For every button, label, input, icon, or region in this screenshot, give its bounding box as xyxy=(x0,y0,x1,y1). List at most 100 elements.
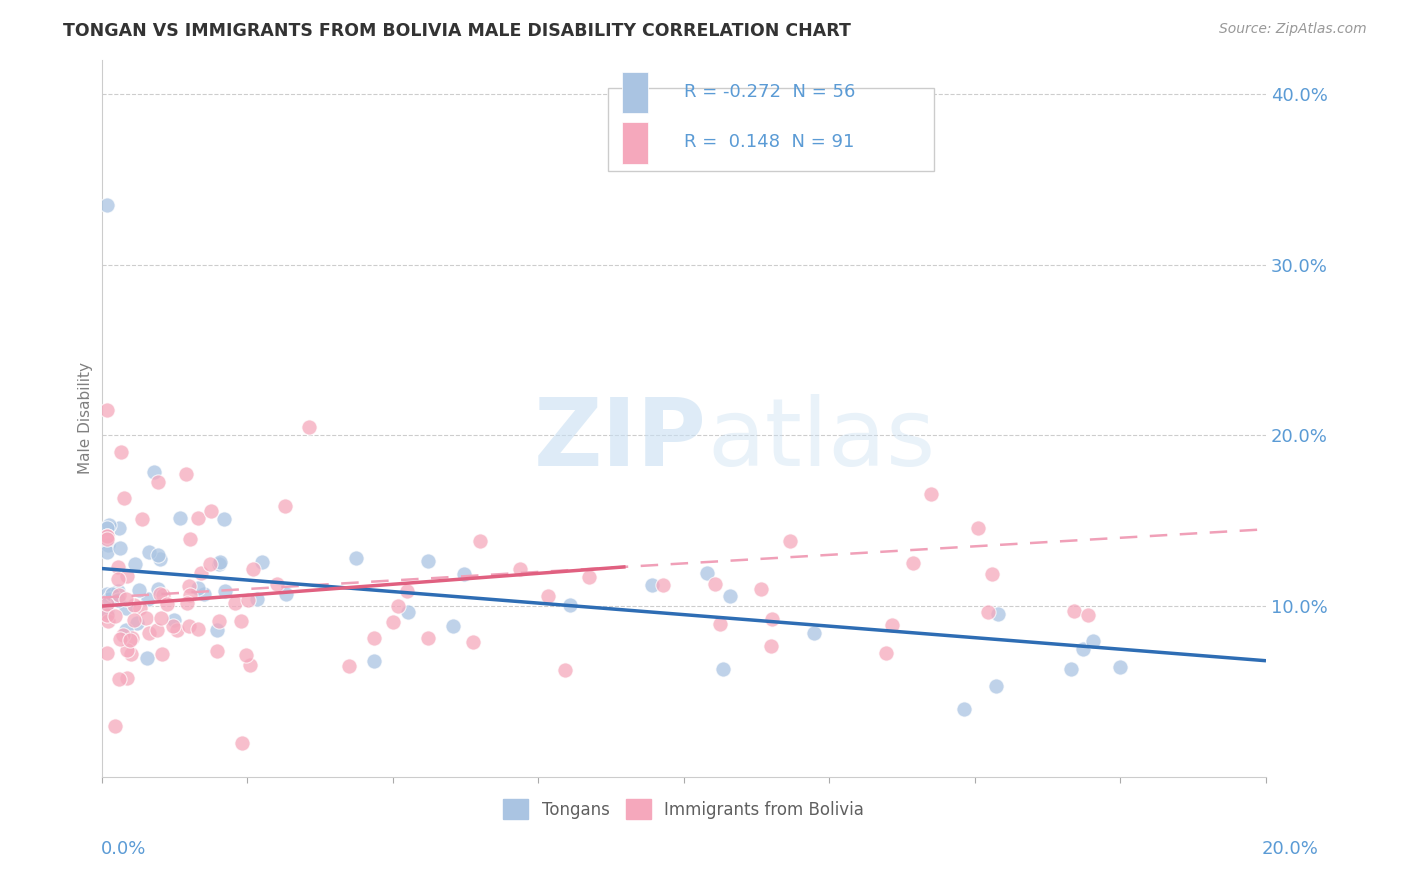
Point xyxy=(536,589,558,603)
Point xyxy=(205,644,228,658)
Point xyxy=(96,587,118,601)
Point xyxy=(1081,633,1104,648)
Text: atlas: atlas xyxy=(707,393,935,486)
Point xyxy=(96,597,118,611)
Point xyxy=(224,597,246,611)
Point xyxy=(761,640,783,654)
Point xyxy=(176,596,198,610)
Point xyxy=(901,556,924,570)
Point xyxy=(115,592,138,607)
Point xyxy=(987,607,1010,621)
Point xyxy=(190,566,212,581)
Text: R =  0.148  N = 91: R = 0.148 N = 91 xyxy=(683,133,855,151)
Point xyxy=(97,517,120,532)
Point xyxy=(187,581,209,595)
Point xyxy=(468,533,491,548)
Point xyxy=(107,592,129,607)
Point xyxy=(124,613,146,627)
Point xyxy=(578,570,600,584)
Text: TONGAN VS IMMIGRANTS FROM BOLIVIA MALE DISABILITY CORRELATION CHART: TONGAN VS IMMIGRANTS FROM BOLIVIA MALE D… xyxy=(63,22,851,40)
Point xyxy=(984,680,1007,694)
Point xyxy=(198,557,221,571)
Point xyxy=(779,534,801,549)
Point xyxy=(131,511,153,525)
Point xyxy=(920,487,942,501)
Point xyxy=(104,608,127,623)
Point xyxy=(803,625,825,640)
Point xyxy=(138,592,160,607)
Point xyxy=(115,671,138,685)
Point xyxy=(696,566,718,580)
Point xyxy=(96,529,118,543)
Point xyxy=(121,631,143,645)
Point xyxy=(387,599,409,613)
Point xyxy=(231,736,253,750)
Point xyxy=(108,672,131,686)
Point xyxy=(761,612,783,626)
Point xyxy=(554,664,576,678)
Point xyxy=(1060,661,1083,675)
Point xyxy=(169,511,191,525)
Point xyxy=(718,590,741,604)
Point xyxy=(193,587,215,601)
Point xyxy=(1071,642,1094,657)
Point xyxy=(124,598,146,612)
Point xyxy=(118,633,141,648)
Point xyxy=(236,593,259,607)
Point xyxy=(162,619,184,633)
Point xyxy=(125,616,148,631)
Point xyxy=(337,659,360,673)
Point xyxy=(416,554,439,568)
Point xyxy=(96,532,118,546)
Point xyxy=(107,583,129,598)
Point xyxy=(463,635,485,649)
Point xyxy=(274,499,297,513)
Point xyxy=(558,598,581,612)
Point xyxy=(875,647,897,661)
Point xyxy=(97,591,120,606)
Point xyxy=(149,587,172,601)
Point xyxy=(276,587,298,601)
Point xyxy=(363,654,385,668)
Point xyxy=(187,511,209,525)
Point xyxy=(235,648,257,662)
Point xyxy=(187,623,209,637)
FancyBboxPatch shape xyxy=(621,71,648,113)
Point xyxy=(880,618,903,632)
Point xyxy=(138,545,160,559)
Text: ZIP: ZIP xyxy=(534,393,707,486)
Point xyxy=(1077,607,1099,622)
Y-axis label: Male Disability: Male Disability xyxy=(79,362,93,475)
Point xyxy=(749,582,772,596)
Point xyxy=(111,628,134,642)
Point xyxy=(142,465,165,479)
Point xyxy=(156,598,179,612)
Point xyxy=(266,576,288,591)
Point xyxy=(96,646,118,660)
Point xyxy=(652,578,675,592)
Point xyxy=(135,610,157,624)
Point xyxy=(1109,660,1132,674)
Point xyxy=(97,538,120,552)
Point xyxy=(96,545,118,559)
Point xyxy=(135,650,157,665)
Point xyxy=(977,605,1000,619)
Point xyxy=(104,719,127,733)
Text: Source: ZipAtlas.com: Source: ZipAtlas.com xyxy=(1219,22,1367,37)
Point xyxy=(205,623,228,637)
Point xyxy=(212,512,235,526)
Point xyxy=(96,608,118,623)
Point xyxy=(163,613,186,627)
Point xyxy=(108,521,131,535)
Point xyxy=(208,614,231,628)
Point xyxy=(114,623,136,637)
Point xyxy=(179,588,201,602)
Legend: Tongans, Immigrants from Bolivia: Tongans, Immigrants from Bolivia xyxy=(496,792,870,826)
Point xyxy=(146,623,169,637)
Text: 0.0%: 0.0% xyxy=(101,840,146,858)
Point xyxy=(138,625,160,640)
Point xyxy=(298,419,321,434)
Point xyxy=(416,631,439,645)
Point xyxy=(179,532,201,546)
Point xyxy=(214,583,236,598)
